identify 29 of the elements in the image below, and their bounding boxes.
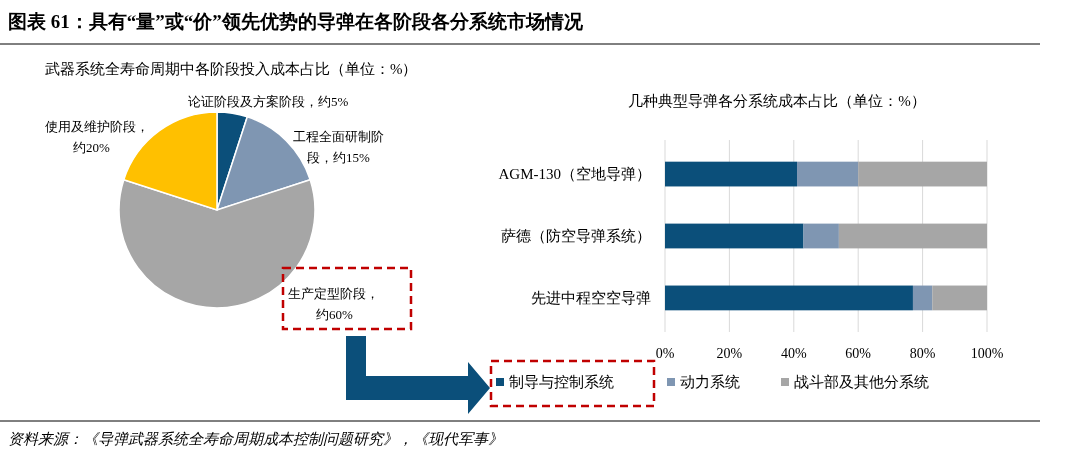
bar	[797, 161, 859, 187]
bar	[858, 161, 987, 187]
slice-label: 论证阶段及方案阶段，约5%	[188, 94, 349, 109]
y-tick-label: 先进中程空空导弹	[531, 290, 651, 307]
y-tick-label: 萨德（防空导弹系统）	[501, 228, 651, 245]
bar	[665, 285, 913, 311]
bar	[838, 223, 987, 249]
text: 图表 61：具有“量”或“价”领先优势的导弹在各阶段各分系统市场情况	[8, 11, 584, 32]
text: 资料来源：《导弹武器系统全寿命周期成本控制问题研究》，《现代军事》	[8, 431, 503, 447]
bar	[665, 223, 804, 249]
bar	[912, 285, 933, 311]
x-tick-label: 20%	[716, 346, 743, 361]
legend-label: 战斗部及其他分系统	[794, 374, 929, 390]
x-tick-label: 40%	[780, 346, 807, 361]
chart-title: 几种典型导弹各分系统成本占比（单位：%）	[628, 93, 926, 109]
slice-label: 生产定型阶段，约60%	[288, 286, 379, 322]
x-tick-label: 60%	[845, 346, 872, 361]
slice-label: 使用及维护阶段，约20%	[45, 119, 149, 155]
x-tick-label: 80%	[909, 346, 936, 361]
legend-label: 制导与控制系统	[509, 374, 614, 390]
legend-label: 动力系统	[680, 374, 740, 390]
y-tick-label: AGM-130（空地导弹）	[498, 166, 651, 183]
bar	[932, 285, 987, 311]
chart-title: 武器系统全寿命周期中各阶段投入成本占比（单位：%）	[45, 61, 418, 77]
bar	[803, 223, 839, 249]
x-tick-label: 100%	[970, 346, 1004, 361]
slice-label: 工程全面研制阶段，约15%	[293, 129, 384, 165]
bar	[665, 161, 798, 187]
x-tick-label: 0%	[655, 346, 675, 361]
